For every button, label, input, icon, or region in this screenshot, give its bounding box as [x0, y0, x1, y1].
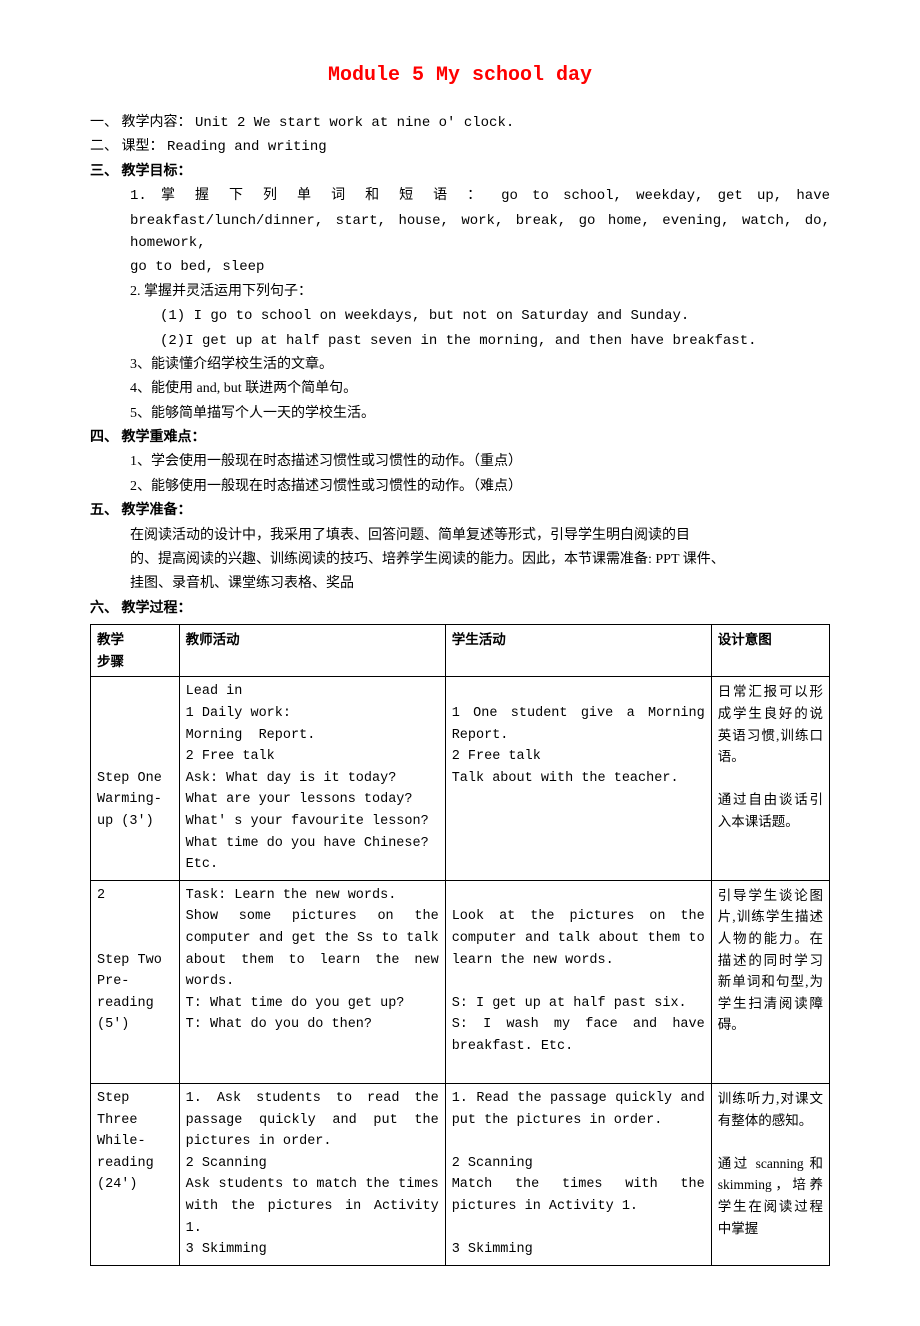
- key-2: 2、能够使用一般现在时态描述习惯性或习惯性的动作。（难点）: [90, 476, 830, 498]
- cell-student: 1. Read the passage quickly and put the …: [445, 1084, 711, 1266]
- page-title: Module 5 My school day: [90, 60, 830, 92]
- section-prep-label: 五、 教学准备：: [90, 500, 830, 522]
- cell-student: Look at the pictures on the computer and…: [445, 880, 711, 1083]
- key-1: 1、学会使用一般现在时态描述习惯性或习惯性的动作。（重点）: [90, 451, 830, 473]
- goal-1a: 1. 掌 握 下 列 单 词 和 短 语 ： go to school, wee…: [90, 185, 830, 207]
- section-2-label: 二、 课型：: [90, 139, 164, 154]
- lesson-plan-table: 教学步骤 教师活动 学生活动 设计意图 Step OneWarming-up (…: [90, 624, 830, 1266]
- cell-purpose: 引导学生谈论图片,训练学生描述人物的能力。在描述的同时学习新单词和句型,为学生扫…: [711, 880, 829, 1083]
- cell-teacher: 1. Ask students to read the passage quic…: [179, 1084, 445, 1266]
- section-process-label: 六、 教学过程：: [90, 598, 830, 620]
- cell-purpose: 训练听力,对课文有整体的感知。 通过 scanning 和 skimming，培…: [711, 1084, 829, 1266]
- table-header-row: 教学步骤 教师活动 学生活动 设计意图: [91, 625, 830, 677]
- goal-5: 5、能够简单描写个人一天的学校生活。: [90, 403, 830, 425]
- col-step-header: 教学步骤: [91, 625, 180, 677]
- section-keypoints-label: 四、 教学重难点：: [90, 427, 830, 449]
- goal-2-1: (1) I go to school on weekdays, but not …: [90, 305, 830, 327]
- cell-teacher: Lead in1 Daily work:Morning Report.2 Fre…: [179, 677, 445, 880]
- col-teacher-header: 教师活动: [179, 625, 445, 677]
- table-row: 2 Step TwoPre-reading(5') Task: Learn th…: [91, 880, 830, 1083]
- goal-4: 4、能使用 and, but 联进两个简单句。: [90, 378, 830, 400]
- prep-1: 在阅读活动的设计中，我采用了填表、回答问题、简单复述等形式，引导学生明白阅读的目: [90, 525, 830, 547]
- section-content: 一、 教学内容： Unit 2 We start work at nine o'…: [90, 112, 830, 134]
- section-goals-label: 三、 教学目标：: [90, 161, 830, 183]
- goal-1c: go to bed, sleep: [90, 256, 830, 278]
- section-1-label: 一、 教学内容：: [90, 115, 192, 130]
- goal-3: 3、能读懂介绍学校生活的文章。: [90, 354, 830, 376]
- table-row: Step OneWarming-up (3') Lead in1 Daily w…: [91, 677, 830, 880]
- cell-student: 1 One student give a Morning Report.2 Fr…: [445, 677, 711, 880]
- section-2-text: Reading and writing: [167, 139, 327, 155]
- goal-2-2: (2)I get up at half past seven in the mo…: [90, 330, 830, 352]
- table-row: StepThreeWhile-reading(24') 1. Ask stude…: [91, 1084, 830, 1266]
- cell-teacher: Task: Learn the new words.Show some pict…: [179, 880, 445, 1083]
- prep-2: 的、提高阅读的兴趣、训练阅读的技巧、培养学生阅读的能力。因此，本节课需准备: P…: [90, 549, 830, 571]
- col-student-header: 学生活动: [445, 625, 711, 677]
- cell-step: Step OneWarming-up (3'): [91, 677, 180, 880]
- goal-2: 2. 掌握并灵活运用下列句子：: [90, 281, 830, 303]
- goal-1b: breakfast/lunch/dinner, start, house, wo…: [90, 210, 830, 255]
- cell-step: StepThreeWhile-reading(24'): [91, 1084, 180, 1266]
- col-purpose-header: 设计意图: [711, 625, 829, 677]
- prep-3: 挂图、录音机、课堂练习表格、奖品: [90, 573, 830, 595]
- cell-step: 2 Step TwoPre-reading(5'): [91, 880, 180, 1083]
- section-type: 二、 课型： Reading and writing: [90, 136, 830, 158]
- section-1-text: Unit 2 We start work at nine o' clock.: [195, 115, 514, 131]
- cell-purpose: 日常汇报可以形成学生良好的说英语习惯,训练口语。 通过自由谈话引入本课话题。: [711, 677, 829, 880]
